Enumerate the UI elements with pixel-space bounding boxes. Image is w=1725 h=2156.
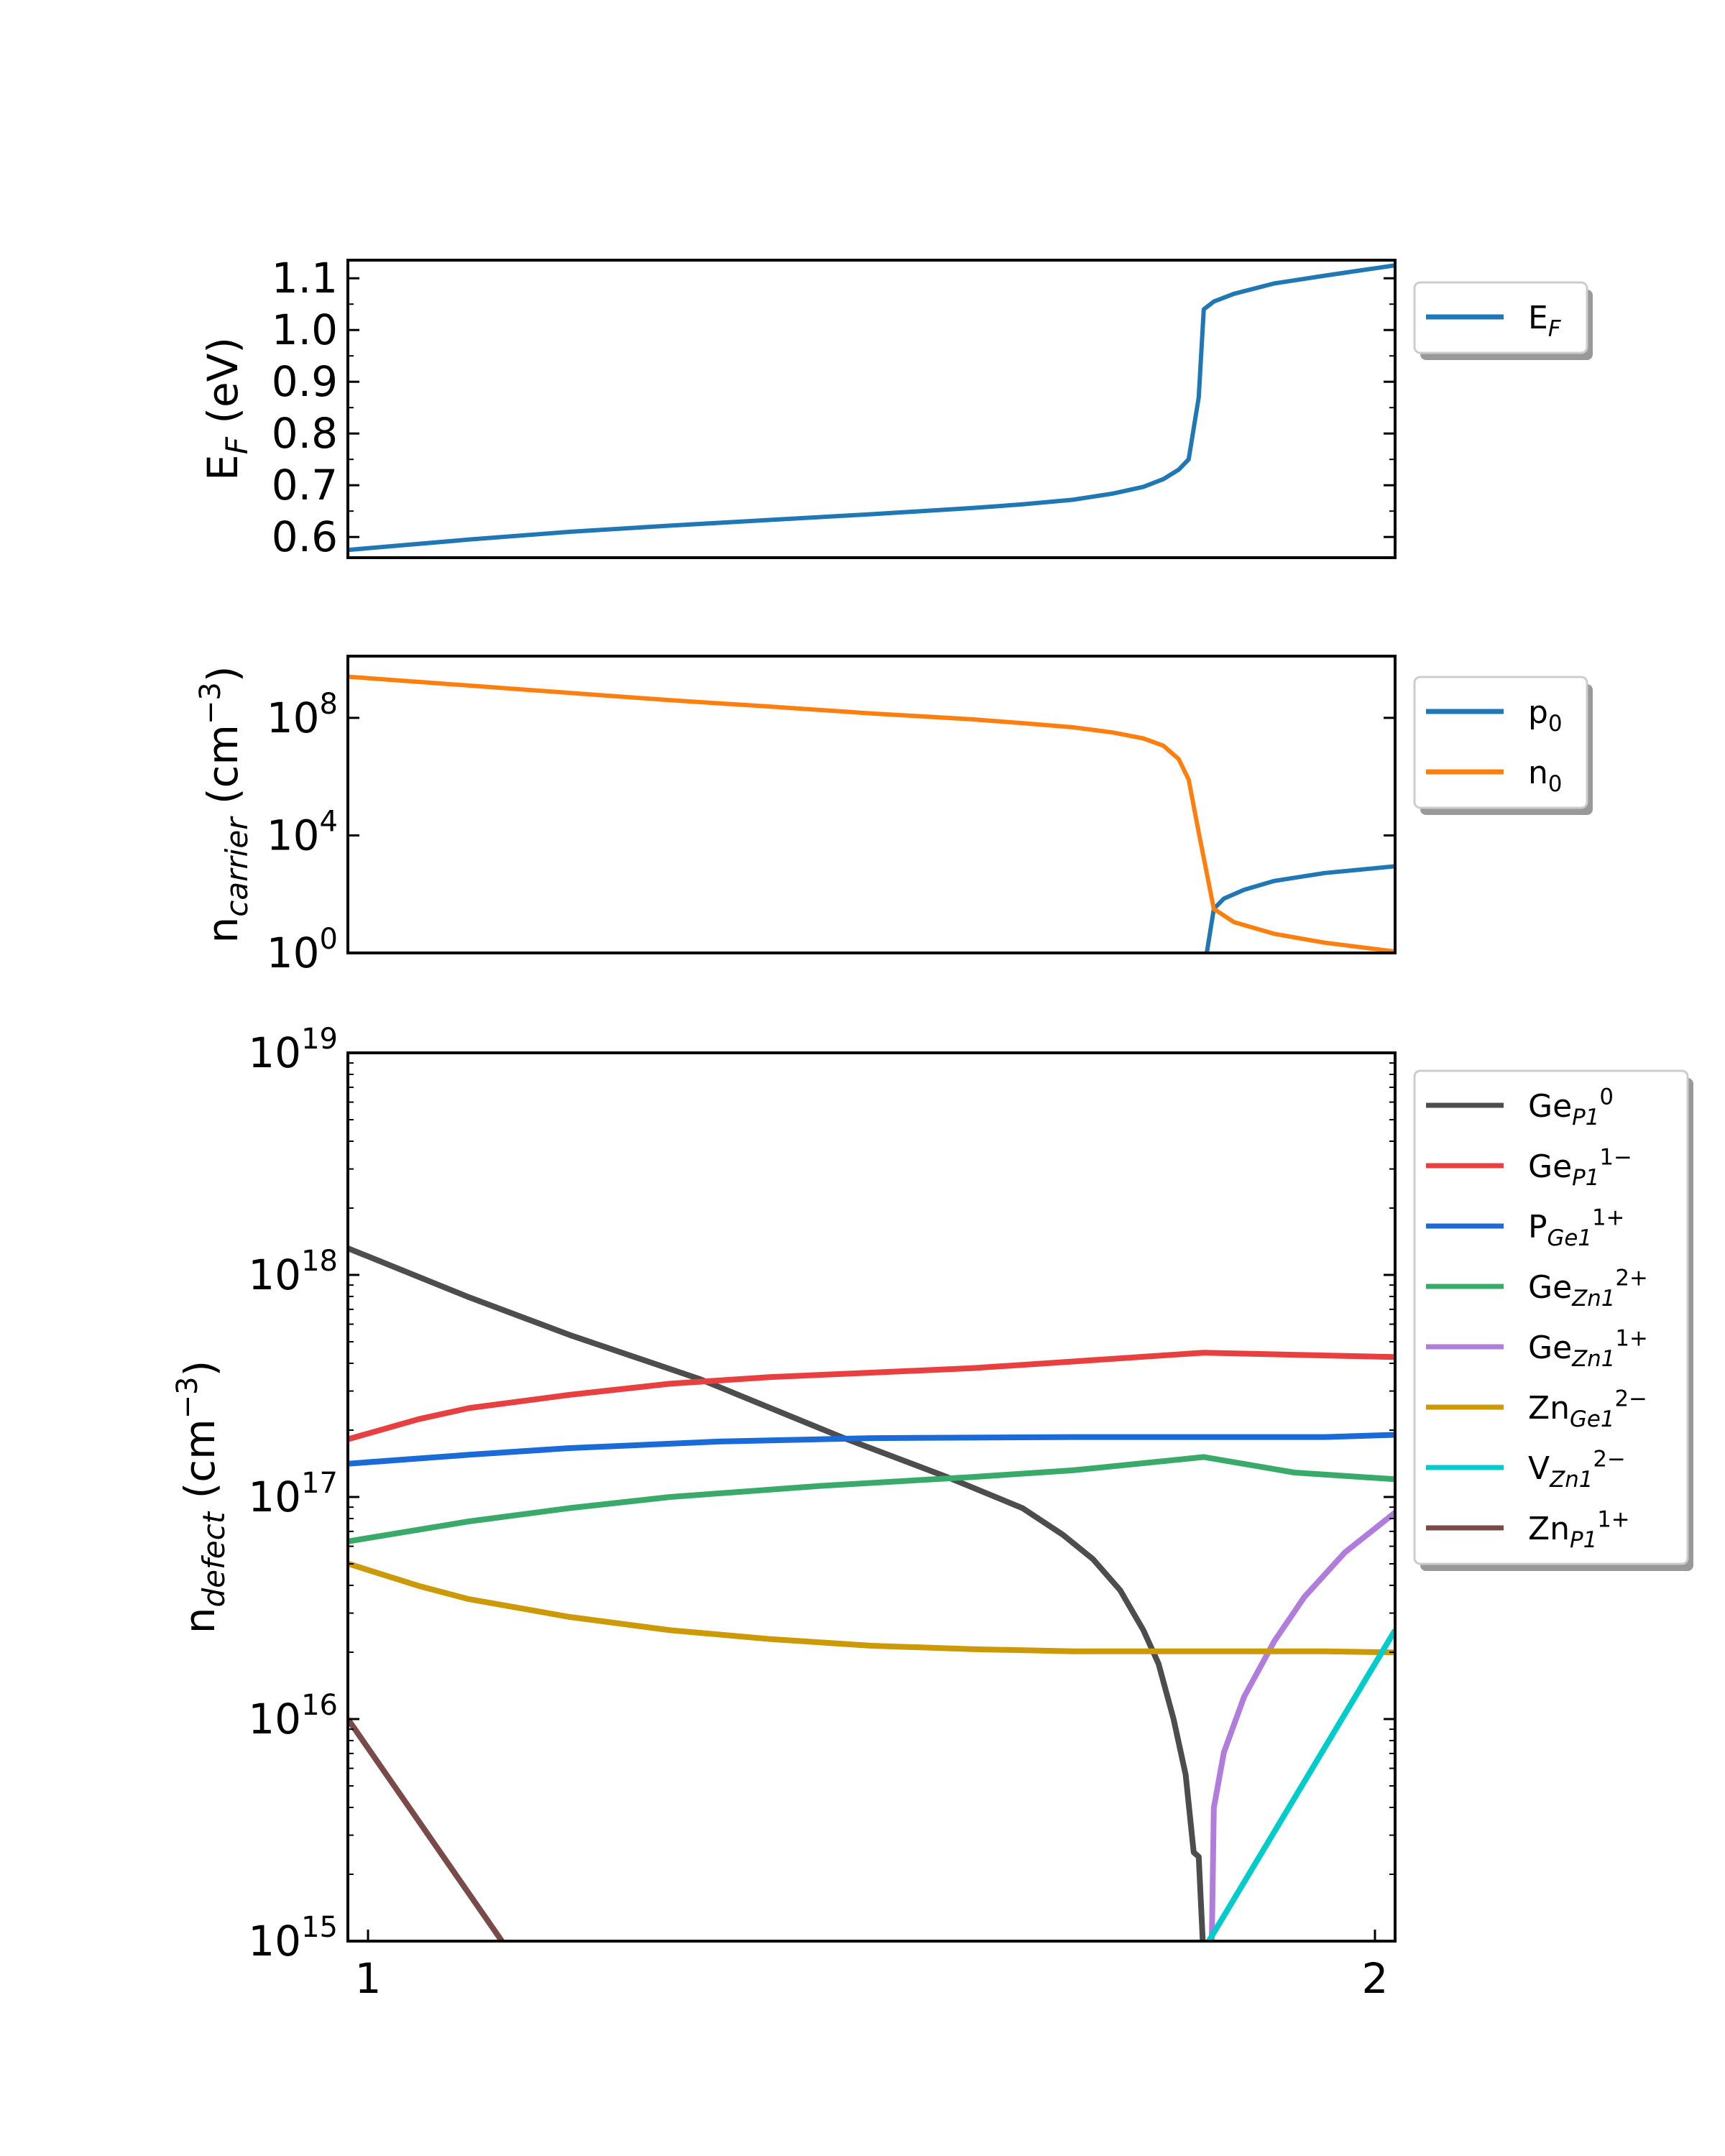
y-ticks: 1015 1016 1017 1018 1019 [248, 1023, 1395, 1966]
legend-label: GeP11− [1528, 1144, 1632, 1191]
y-tick-label: 1015 [248, 1911, 338, 1966]
axes-frame [346, 259, 1397, 559]
y-tick-label: 1019 [248, 1023, 338, 1077]
legend-label: ZnGe12− [1528, 1386, 1647, 1432]
series-line-gezn1-2+ [348, 1454, 1395, 1544]
series-line-pge1-1+ [348, 1432, 1395, 1467]
legend-label: PGe11+ [1528, 1204, 1624, 1251]
legend-entry: GeP10 [1426, 1084, 1614, 1130]
legend-label: EF [1528, 300, 1562, 342]
series-line-znge1-2− [348, 1560, 1395, 1656]
y-tick-label: 0.6 [272, 512, 338, 561]
legend-entry: VZn12− [1426, 1446, 1626, 1493]
y-tick-label: 1.0 [272, 305, 338, 354]
legend-entry: PGe11+ [1426, 1204, 1624, 1251]
panel-1: 0.60.70.80.91.01.1 EF (eV) EF [198, 254, 1593, 561]
y-axis-label: ncarrier (cm−3) [194, 666, 254, 944]
legend: GeP10 GeP11− PGe11+ GeZn12+ GeZn11+ ZnGe12− VZ… [1413, 1069, 1693, 1571]
y-tick-label: 0.8 [272, 409, 338, 458]
y-tick-label: 1.1 [272, 254, 338, 303]
legend-label: GeZn12+ [1528, 1265, 1648, 1312]
series-line-gep1-0 [348, 1245, 1206, 1941]
legend-entry: GeZn12+ [1426, 1265, 1648, 1312]
legend-entry: p0 [1426, 694, 1563, 737]
y-tick-label: 108 [267, 688, 338, 742]
legend-entry: ZnGe12− [1426, 1386, 1647, 1432]
legend-label: GeZn11+ [1528, 1325, 1648, 1372]
legend-entry: EF [1426, 300, 1562, 342]
series-line-ef [348, 263, 1395, 553]
y-tick-label: 1018 [248, 1245, 338, 1299]
legend-label: p0 [1528, 694, 1563, 737]
y-tick-label: 104 [267, 805, 338, 860]
axes-frame [346, 1051, 1397, 1943]
legend-label: n0 [1528, 755, 1563, 797]
legend-entry: GeP11− [1426, 1144, 1632, 1191]
y-tick-label: 1017 [248, 1467, 338, 1521]
y-axis-label: EF (eV) [198, 337, 254, 481]
y-tick-label: 100 [267, 923, 338, 977]
series-group [348, 1245, 1395, 1941]
axes-frame [346, 655, 1397, 954]
y-tick-label: 0.9 [272, 357, 338, 406]
series-line-vzn1-2− [1206, 1628, 1395, 1941]
x-tick-label: 2 [1362, 1954, 1389, 2003]
series-line-znp1-1+ [348, 1717, 505, 1941]
legend-entry: ZnP11+ [1426, 1506, 1630, 1553]
legend-label: VZn12− [1528, 1446, 1626, 1493]
series-line-gep1-1− [348, 1350, 1395, 1442]
series-group [348, 674, 1395, 953]
series-line-n0 [348, 674, 1395, 953]
y-ticks: 100 104 108 [267, 688, 1395, 977]
legend-entry: n0 [1426, 755, 1563, 797]
legend-box [1413, 1069, 1689, 1565]
y-tick-label: 1016 [248, 1689, 338, 1743]
y-axis-label: ndefect (cm−3) [171, 1360, 231, 1634]
legend-label: ZnP11+ [1528, 1506, 1630, 1553]
series-line-gezn1-1+ [1209, 1510, 1395, 1941]
y-ticks: 0.60.70.80.91.01.1 [272, 254, 1395, 561]
series-group [348, 263, 1395, 553]
y-tick-label: 0.7 [272, 461, 338, 510]
legend: EF [1413, 281, 1593, 360]
legend-entry: GeZn11+ [1426, 1325, 1648, 1372]
x-tick-label: 1 [355, 1954, 382, 2003]
legend-label: GeP10 [1528, 1084, 1614, 1130]
